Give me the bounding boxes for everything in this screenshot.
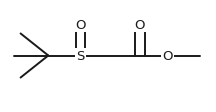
Text: S: S — [76, 50, 84, 62]
Text: O: O — [162, 50, 173, 62]
Text: O: O — [75, 19, 86, 32]
Text: O: O — [135, 19, 145, 32]
